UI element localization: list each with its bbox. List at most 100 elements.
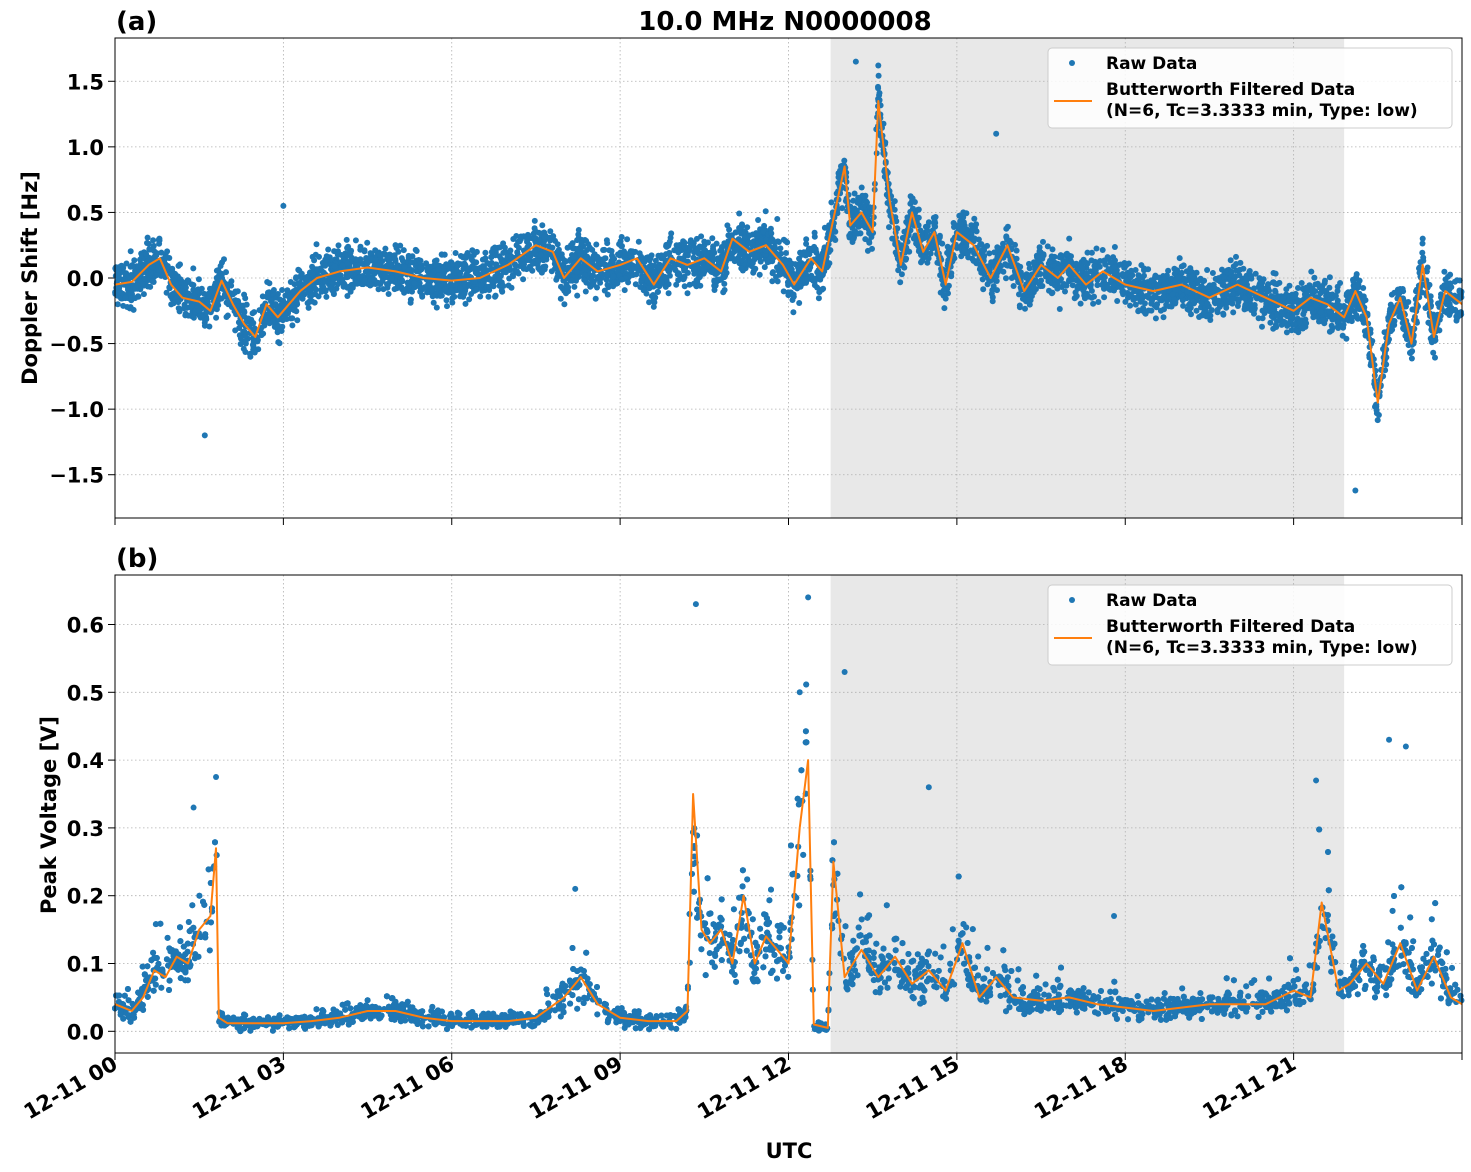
raw-data-point	[1072, 289, 1079, 296]
raw-data-point	[680, 275, 687, 282]
raw-data-point	[531, 217, 538, 224]
raw-data-point	[308, 291, 315, 298]
raw-data-point	[648, 252, 655, 259]
raw-data-point	[575, 227, 582, 233]
raw-data-point	[1188, 311, 1194, 318]
raw-data-point	[398, 255, 405, 262]
raw-data-point	[289, 322, 296, 329]
raw-data-point	[547, 228, 554, 235]
raw-data-point	[405, 267, 412, 274]
raw-data-point	[1236, 266, 1243, 273]
raw-data-point	[322, 278, 329, 285]
raw-data-point	[690, 280, 697, 287]
raw-data-point	[284, 287, 291, 294]
raw-data-point	[550, 233, 557, 240]
raw-data-point	[205, 290, 212, 297]
raw-data-point	[729, 250, 736, 257]
y-tick-label: −0.5	[49, 333, 104, 357]
raw-data-point	[965, 254, 972, 261]
raw-data-point	[1091, 262, 1098, 269]
raw-data-point	[223, 314, 230, 320]
raw-data-point	[1308, 268, 1315, 275]
raw-data-point	[1195, 277, 1202, 284]
raw-data-point	[477, 293, 484, 300]
raw-data-point	[449, 290, 456, 297]
raw-data-point	[1223, 304, 1230, 311]
raw-data-point	[144, 234, 151, 241]
raw-data-point	[213, 314, 220, 321]
raw-data-point	[780, 236, 787, 243]
raw-data-point	[939, 240, 946, 247]
raw-data-point	[615, 251, 621, 258]
raw-data-point	[978, 247, 985, 254]
raw-data-point	[1090, 300, 1097, 307]
raw-data-point	[231, 289, 238, 296]
raw-data-point	[1360, 285, 1367, 291]
raw-data-point	[594, 256, 601, 263]
raw-data-point	[1234, 303, 1241, 309]
raw-data-point	[574, 268, 580, 275]
raw-data-point	[1373, 407, 1380, 414]
raw-data-point	[1303, 284, 1310, 291]
raw-data-point	[1132, 301, 1139, 308]
raw-data-point	[898, 271, 905, 278]
raw-data-point	[1292, 327, 1299, 334]
raw-data-point	[201, 322, 208, 329]
raw-data-point	[1049, 254, 1056, 261]
raw-data-point	[1176, 255, 1183, 262]
raw-data-point	[1082, 295, 1088, 302]
raw-data-point	[535, 265, 542, 272]
raw-data-point	[149, 278, 156, 285]
raw-data-point	[127, 248, 134, 255]
raw-data-point	[266, 280, 273, 287]
raw-data-point	[875, 85, 882, 92]
raw-data-point	[709, 235, 716, 242]
raw-data-point	[1193, 307, 1200, 314]
raw-data-point	[452, 250, 459, 256]
raw-data-point	[1295, 285, 1301, 291]
raw-data-point	[971, 215, 978, 222]
raw-data-point	[961, 247, 968, 254]
raw-data-point	[1447, 271, 1454, 278]
raw-data-point	[655, 252, 662, 259]
raw-data-point	[520, 276, 527, 283]
raw-data-point	[1272, 288, 1279, 295]
raw-data-point	[1249, 302, 1256, 309]
raw-data-point	[123, 260, 130, 267]
raw-data-point	[124, 304, 131, 310]
raw-data-point	[500, 269, 507, 275]
raw-data-point	[1189, 273, 1196, 280]
raw-data-point	[441, 251, 448, 258]
raw-data-point	[1066, 277, 1073, 283]
raw-data-point	[1233, 253, 1239, 260]
raw-data-point	[429, 287, 436, 294]
raw-data-point	[1180, 302, 1187, 309]
raw-data-point	[1148, 300, 1155, 307]
raw-data-point	[1049, 246, 1056, 253]
raw-data-point	[335, 251, 342, 258]
raw-data-point	[496, 244, 503, 251]
raw-data-point	[703, 251, 710, 257]
raw-data-point	[287, 279, 294, 285]
ylabel-a: Doppler Shift [Hz]	[18, 171, 42, 385]
raw-data-point	[195, 276, 202, 283]
raw-data-point	[720, 289, 727, 296]
raw-data-point	[1083, 275, 1090, 282]
raw-data-point	[1049, 289, 1056, 296]
raw-data-point	[1083, 270, 1090, 277]
raw-data-point	[297, 279, 303, 286]
raw-data-point	[1227, 257, 1234, 264]
raw-data-point	[464, 266, 471, 273]
raw-data-point	[1246, 268, 1253, 274]
raw-data-point	[228, 278, 235, 285]
raw-data-point	[259, 293, 266, 300]
raw-data-point	[190, 282, 197, 288]
raw-data-point	[1142, 310, 1148, 316]
raw-data-point	[956, 212, 963, 219]
raw-data-point	[757, 237, 764, 244]
raw-data-point	[866, 239, 873, 246]
raw-data-point	[146, 246, 153, 253]
raw-data-point	[343, 236, 350, 243]
raw-data-point	[149, 264, 156, 271]
